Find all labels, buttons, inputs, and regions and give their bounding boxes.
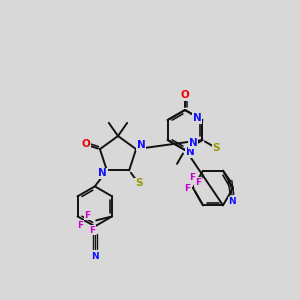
- Text: F: F: [184, 184, 190, 193]
- Text: F: F: [195, 178, 201, 187]
- Text: F: F: [84, 211, 90, 220]
- Text: N: N: [186, 147, 194, 157]
- Text: O: O: [181, 90, 189, 100]
- Text: N: N: [193, 113, 202, 123]
- Text: S: S: [212, 143, 220, 153]
- Text: S: S: [135, 178, 142, 188]
- Text: F: F: [189, 173, 195, 182]
- Text: O: O: [81, 140, 90, 149]
- Text: F: F: [89, 226, 95, 235]
- Text: F: F: [77, 221, 83, 230]
- Text: N: N: [137, 140, 146, 150]
- Text: N: N: [98, 168, 107, 178]
- Text: N: N: [189, 138, 198, 148]
- Text: N: N: [228, 197, 236, 206]
- Text: N: N: [91, 252, 99, 261]
